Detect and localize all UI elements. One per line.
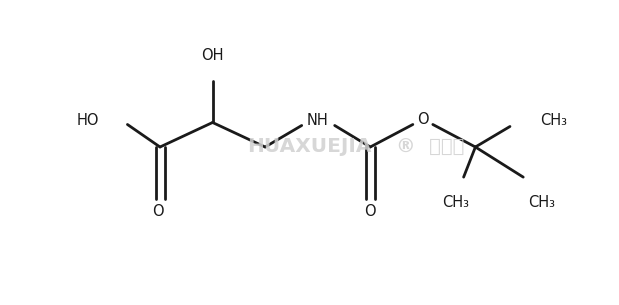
Text: HO: HO: [77, 113, 100, 128]
Text: ®  化学加: ® 化学加: [396, 138, 464, 156]
Text: CH₃: CH₃: [540, 113, 567, 128]
Text: O: O: [417, 112, 428, 127]
Text: CH₃: CH₃: [442, 195, 469, 210]
Text: HUAXUEJIA: HUAXUEJIA: [247, 138, 371, 156]
Text: CH₃: CH₃: [528, 195, 555, 210]
Text: O: O: [152, 204, 164, 219]
Text: O: O: [365, 204, 376, 219]
Text: NH: NH: [307, 113, 329, 128]
Text: OH: OH: [201, 48, 224, 63]
